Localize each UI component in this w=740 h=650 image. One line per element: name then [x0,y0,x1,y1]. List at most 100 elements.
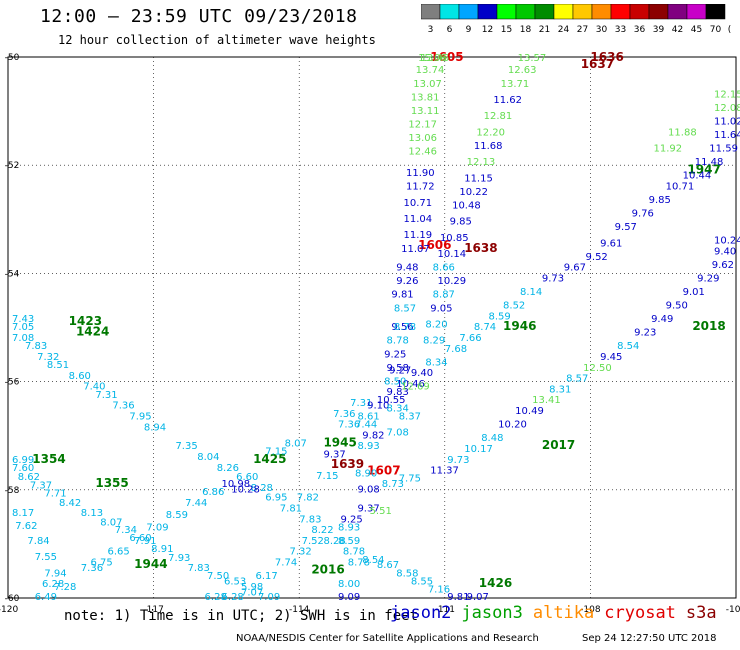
wave-height-label: 9.10 [367,401,389,412]
wave-height-label: 5.98 [241,582,263,593]
wave-height-label: 9.37 [323,449,345,460]
wave-height-label: 11.59 [709,144,738,155]
wave-height-label: 7.09 [258,592,280,603]
wave-height-label: 9.23 [634,328,656,339]
colorbar-tick-label: 33 [615,25,626,34]
wave-height-label: 8.58 [396,568,418,579]
pass-time-label: 2017 [542,438,575,452]
wave-height-label: 8.57 [394,303,416,314]
wave-height-label: 7.36 [112,401,134,412]
wave-height-label: 10.24 [714,236,740,247]
wave-height-label: 7.44 [355,420,377,431]
wave-height-label: 12.63 [508,65,537,76]
wave-height-label: 6.17 [256,571,278,582]
wave-height-label: 8.57 [566,374,588,385]
wave-height-label: 7.66 [459,333,481,344]
wave-height-label: 7.44 [185,498,207,509]
wave-height-label: 12.15 [714,90,740,101]
wave-height-label: 11.19 [404,230,433,241]
wave-height-label: 11.64 [714,130,740,141]
wave-height-label: 9.61 [600,238,622,249]
wave-height-label: 7.31 [95,390,117,401]
wave-height-label: 7.08 [12,333,34,344]
wave-height-label: 6.60 [236,472,258,483]
wave-height-label: 9.08 [357,485,379,496]
wave-height-label: 11.02 [714,117,740,128]
wave-height-label: 8.04 [197,452,219,463]
wave-height-label: 7.81 [280,503,302,514]
wave-height-label: 7.07 [241,587,263,598]
satellite-legend-item: jason3 [461,603,523,623]
pass-time-label: 1606 [418,238,451,252]
footer-note: note: 1) Time is in UTC; 2) SWH is in fe… [64,608,419,624]
wave-height-label: 8.67 [377,560,399,571]
wave-height-label: 9.40 [411,368,433,379]
page-subtitle: 12 hour collection of altimeter wave hei… [58,33,376,47]
pass-time-label: 1638 [464,241,497,255]
colorbar-tick-label: 70 [710,25,722,34]
wave-height-label: 7.55 [35,552,57,563]
wave-height-label: 13.41 [532,395,561,406]
pass-time-label: 1426 [479,576,512,590]
wave-height-label: 9.58 [387,363,409,374]
wave-height-label: 8.37 [399,411,421,422]
wave-height-label: 8.14 [520,287,542,298]
wave-height-label: 8.74 [474,322,496,333]
wave-height-label: 8.54 [617,341,639,352]
wave-height-label: 8.00 [338,579,360,590]
wave-height-label: 11.04 [404,214,433,225]
wave-height-label: 8.28 [323,536,345,547]
wave-height-label: 8.62 [18,472,40,483]
wave-height-label: 12.69 [401,382,430,393]
wave-height-label: 13.81 [411,92,440,103]
wave-height-label: 8.29 [423,336,445,347]
wave-height-label: 7.16 [428,585,450,596]
wave-height-label: 8.51 [47,360,69,371]
y-tick-label: -54 [5,269,20,279]
wave-height-label: 8.59 [488,311,510,322]
wave-height-label: 7.50 [207,571,229,582]
colorbar-tick-label: 9 [466,25,472,34]
wave-height-label: 10.29 [438,276,467,287]
colorbar-tick-label: 12 [482,25,493,34]
wave-height-label: 7.71 [44,488,66,499]
wave-height-label: 7.09 [146,522,168,533]
colorbar-tick-label: 21 [539,25,550,34]
wave-height-label: 8.66 [433,263,455,274]
wave-height-label: 9.07 [467,592,489,603]
pass-time-label: 1423 [69,314,102,328]
wave-height-label: 8.13 [81,508,103,519]
wave-height-label: 9.56 [391,322,413,333]
wave-height-label: 8.28 [251,483,273,494]
colorbar-tick-label: 45 [691,25,702,34]
wave-height-label: 10.20 [498,420,527,431]
wave-height-label: 7.91 [134,536,156,547]
wave-height-label: 7.52 [302,536,324,547]
wave-height-label: 9.82 [362,430,384,441]
x-tick-label: -111 [435,605,455,615]
wave-height-label: 10.22 [459,187,488,198]
wave-height-label: 11.72 [406,182,435,193]
wave-height-label: 7.68 [445,344,467,355]
wave-height-label: 11.88 [668,127,697,138]
wave-height-label: 8.94 [144,422,166,433]
wave-height-label: 7.32 [289,547,311,558]
wave-height-label: 11.90 [406,168,435,179]
wave-height-label: 7.75 [399,474,421,485]
wave-height-label: 8.91 [151,544,173,555]
wave-height-label: 15.06 [418,53,447,64]
pass-time-label: 1945 [323,436,356,450]
wave-height-label: 6.28 [205,592,227,603]
wave-height-label: 11.07 [401,244,430,255]
colorbar-tick-label: 30 [596,25,608,34]
wave-height-label: 8.07 [100,518,122,529]
wave-height-label: 6.75 [91,558,113,569]
wave-height-label: 11.48 [695,157,724,168]
footer-credit: NOAA/NESDIS Center for Satellite Applica… [236,633,539,644]
satellite-legend-item: cryosat [604,603,676,623]
wave-height-label: 7.83 [299,514,321,525]
x-tick-label: -120 [0,605,18,615]
wave-height-label: 9.83 [387,387,409,398]
wave-height-label: 6.60 [129,533,151,544]
